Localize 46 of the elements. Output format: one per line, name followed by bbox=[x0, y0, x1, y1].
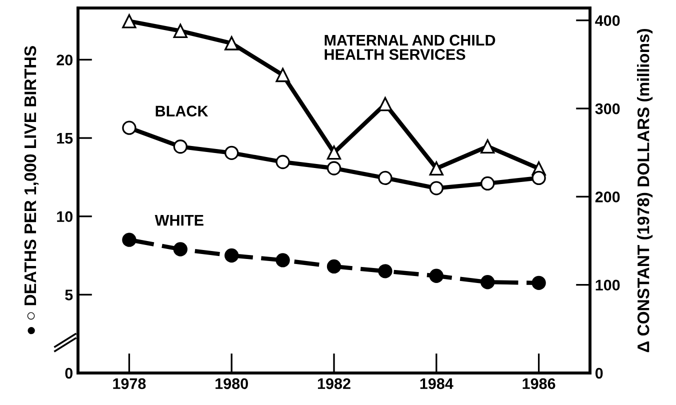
y-tick-label: 5 bbox=[65, 290, 73, 300]
point bbox=[122, 14, 136, 28]
point bbox=[276, 253, 290, 268]
point bbox=[173, 24, 188, 38]
point bbox=[276, 154, 290, 170]
point bbox=[173, 242, 188, 256]
x-tick-label: 1980 bbox=[216, 378, 248, 390]
y-tick-label: 20 bbox=[56, 54, 73, 66]
point bbox=[532, 276, 546, 290]
point bbox=[532, 170, 546, 186]
point bbox=[378, 97, 392, 112]
point bbox=[326, 259, 342, 274]
point bbox=[224, 248, 239, 263]
y2-tick-label: 300 bbox=[595, 103, 620, 114]
point bbox=[173, 140, 188, 154]
x-tick-label: 1984 bbox=[420, 378, 454, 390]
point bbox=[326, 146, 342, 160]
y-tick-label: 10 bbox=[57, 211, 73, 222]
point bbox=[480, 139, 495, 154]
x-tick-label: 1982 bbox=[318, 378, 350, 390]
y-tick-label: 15 bbox=[57, 133, 73, 144]
series-label: BLACK bbox=[156, 106, 208, 116]
point bbox=[224, 36, 239, 50]
point bbox=[224, 146, 239, 160]
point bbox=[122, 120, 136, 135]
point bbox=[480, 275, 495, 290]
point bbox=[378, 170, 392, 186]
point bbox=[480, 176, 495, 191]
y2-tick-label: 200 bbox=[595, 192, 620, 202]
point bbox=[326, 161, 342, 176]
y2-axis-title: Δ CONSTANT (1978) DOLLARS (millions) bbox=[637, 28, 653, 352]
y2-tick-label: 400 bbox=[595, 15, 620, 26]
y-tick-label: 0 bbox=[65, 368, 73, 379]
series-label: WHITE bbox=[154, 215, 204, 226]
x-tick-label: 1978 bbox=[113, 378, 146, 390]
y2-tick-label: 0 bbox=[595, 368, 603, 379]
point bbox=[378, 264, 392, 278]
y2-tick-label: 100 bbox=[596, 280, 620, 291]
text: MATERNAL AND CHILD HEALTH SERVICES bbox=[324, 34, 496, 60]
y-axis-title: ● ○ DEATHS PER 1,000 LIVE BIRTHS bbox=[24, 46, 39, 334]
point bbox=[276, 68, 290, 82]
point bbox=[122, 232, 136, 247]
point bbox=[429, 181, 444, 196]
x-tick-label: 1986 bbox=[522, 378, 556, 390]
point bbox=[429, 161, 444, 176]
point bbox=[429, 268, 444, 283]
